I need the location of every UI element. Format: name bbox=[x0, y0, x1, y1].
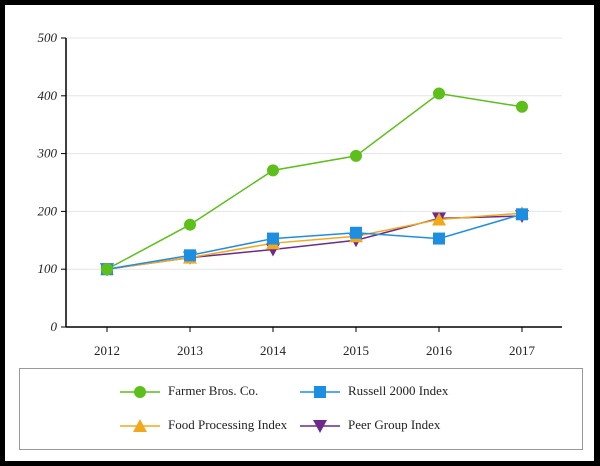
data-point bbox=[267, 232, 279, 245]
y-tick-label: 100 bbox=[38, 261, 58, 276]
x-tick-label: 2012 bbox=[94, 343, 120, 358]
data-point bbox=[516, 100, 528, 113]
data-point bbox=[184, 218, 196, 231]
legend-label: Farmer Bros. Co. bbox=[168, 383, 259, 398]
legend: Farmer Bros. Co. Russell 2000 Index Food… bbox=[19, 368, 583, 450]
legend-item-peer-group: Peer Group Index bbox=[300, 417, 440, 434]
line-chart: 0 100 200 300 400 500 2012 2013 2014 2015 2016 2017 bbox=[37, 30, 562, 358]
legend-marker-square bbox=[300, 386, 340, 399]
data-point bbox=[267, 164, 279, 177]
y-tick-label: 400 bbox=[38, 88, 58, 103]
y-tick-label: 0 bbox=[51, 319, 58, 334]
y-tick-label: 500 bbox=[38, 30, 58, 45]
x-tick-label: 2016 bbox=[426, 343, 453, 358]
legend-marker-triangle-down bbox=[300, 420, 340, 434]
data-point bbox=[516, 208, 528, 221]
x-tick-label: 2014 bbox=[260, 343, 287, 358]
x-tick-label: 2015 bbox=[343, 343, 369, 358]
legend-item-food-processing: Food Processing Index bbox=[120, 417, 287, 434]
data-point bbox=[101, 263, 113, 276]
data-point bbox=[350, 149, 362, 162]
x-tick-label: 2013 bbox=[177, 343, 203, 358]
data-point bbox=[184, 249, 196, 262]
y-tick-label: 300 bbox=[37, 146, 58, 161]
series-line bbox=[106, 92, 523, 270]
legend-label: Food Processing Index bbox=[168, 417, 288, 432]
legend-label: Russell 2000 Index bbox=[348, 383, 449, 398]
legend-marker-triangle-up bbox=[120, 419, 160, 433]
legend-label: Peer Group Index bbox=[348, 417, 441, 432]
x-tick-label: 2017 bbox=[509, 343, 536, 358]
y-tick-label: 200 bbox=[38, 203, 58, 218]
series-line bbox=[106, 213, 523, 270]
data-point bbox=[433, 87, 445, 100]
legend-item-farmer-bros: Farmer Bros. Co. bbox=[120, 383, 258, 400]
series-line bbox=[106, 212, 523, 270]
legend-marker-circle bbox=[120, 386, 160, 399]
data-point bbox=[433, 232, 445, 245]
data-point bbox=[432, 212, 446, 226]
data-point bbox=[350, 226, 362, 239]
legend-item-russell-2000: Russell 2000 Index bbox=[300, 383, 448, 400]
